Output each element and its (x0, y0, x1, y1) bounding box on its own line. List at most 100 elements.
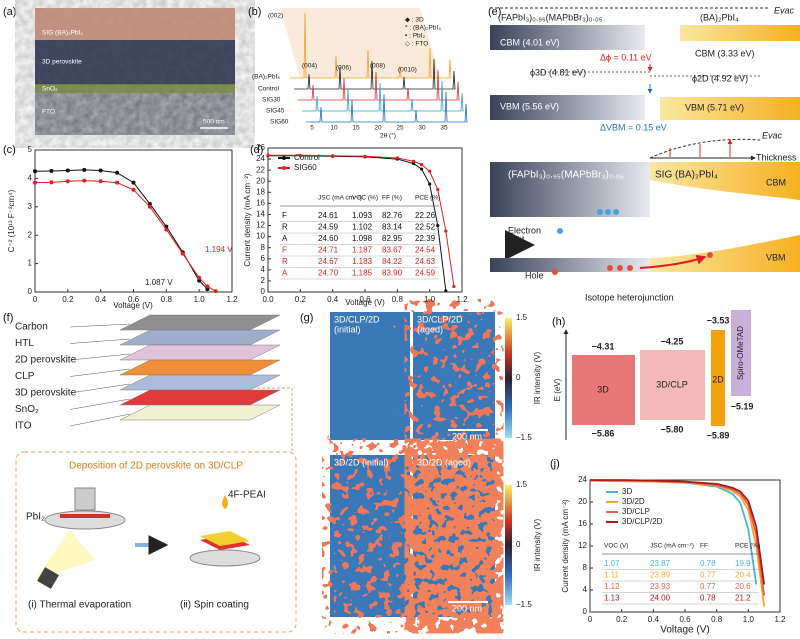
table-cell: 0.78 (700, 559, 716, 568)
sample-label: SIG60 (270, 119, 289, 126)
table-cell: 24.63 (415, 257, 436, 266)
y-axis-title: Current density (mA cm⁻²) (561, 499, 570, 592)
x-tick-label: 35 (440, 125, 448, 132)
legend-entry: ◆ : 3D (405, 17, 424, 24)
data-point (197, 278, 202, 283)
colorbar-title: IR intensity (V) (533, 351, 542, 404)
y-axis-title: Current density (mA cm⁻²) (243, 173, 252, 266)
layer-label: 3D perovskite (15, 388, 77, 399)
xrd-trace (290, 12, 452, 79)
sample-label: (BA)₂PbI₄ (252, 74, 280, 81)
arrows (669, 140, 730, 157)
series-line (589, 479, 758, 585)
legend-entry: • : PbI₂ (405, 33, 425, 40)
sem-layer (35, 8, 235, 40)
process-box (15, 451, 297, 633)
peak-label: (006) (336, 65, 351, 72)
data-point (419, 167, 424, 171)
table-cell: 83.90 (382, 269, 403, 278)
hole (707, 252, 713, 258)
level-box (711, 330, 725, 426)
data-point (197, 275, 202, 280)
table-cell: 1.098 (352, 234, 373, 243)
table-cell: 24.54 (415, 246, 436, 255)
level-box (572, 355, 635, 425)
level-label: −4.25 (661, 336, 684, 346)
ir-spots (330, 455, 410, 617)
hole (617, 265, 623, 271)
sem-layer (35, 40, 235, 85)
colorbar (505, 318, 512, 438)
electron (597, 209, 603, 215)
layer (119, 374, 281, 391)
hole (627, 265, 633, 271)
table-cell: 21.2 (735, 594, 751, 603)
y-tick-label: 5 (28, 145, 33, 154)
table-cell: 24.59 (318, 223, 339, 232)
level-label: −4.31 (592, 341, 615, 351)
table-cell: A (282, 234, 288, 243)
colorbar-tick: 1.5 (516, 480, 528, 489)
caption: Isotope heterojunction (585, 292, 674, 302)
map-label: 3D/CLP/2D (417, 314, 463, 324)
band-label: VBM (5.71 eV) (685, 102, 744, 112)
data-point (65, 168, 70, 173)
spin-stage (189, 549, 261, 567)
crucible (37, 567, 59, 589)
data-point (213, 289, 218, 294)
x-tick-label: 0.8 (161, 295, 173, 304)
level-box (640, 350, 705, 420)
y-tick-label: 12 (578, 541, 587, 550)
table-cell: 23.93 (650, 582, 671, 591)
panel-label: (j) (550, 458, 560, 470)
series-line (34, 180, 216, 292)
y-tick-label: 16 (578, 519, 587, 528)
cbm-band (650, 162, 800, 200)
y-tick-label: 26 (256, 143, 265, 152)
xrd-trace (306, 91, 468, 123)
layer (119, 359, 281, 376)
y-axis-title: C⁻² (10¹³ F⁻²cm⁴) (7, 189, 16, 252)
y-tick-label: 0 (261, 287, 266, 296)
vapor (35, 530, 95, 580)
level-label: −3.53 (707, 315, 730, 325)
band-label: CBM (4.01 eV) (500, 37, 560, 47)
legend-marker (282, 156, 286, 160)
table-cell: 24.71 (318, 246, 339, 255)
data-point (98, 179, 103, 184)
y-tick-label: 22 (256, 165, 265, 174)
material: (FAPbI₃)₀.₉₅(MAPbBr₃)₀.₀₅ (498, 12, 603, 22)
x-tick-label: 0.2 (295, 295, 307, 304)
table-cell: 22.52 (415, 223, 436, 232)
data-point (452, 284, 456, 289)
data-point (395, 156, 399, 160)
level-label: −5.86 (592, 428, 615, 438)
layer-label: HTL (15, 338, 34, 349)
layer-label: SnO₂ (42, 86, 58, 93)
y-axis-title: E (eV) (553, 378, 562, 401)
material: SIG (BA)₂PbI₄ (655, 170, 718, 181)
axis-label: Thickness (756, 152, 797, 162)
data-point (131, 187, 136, 192)
panel-g: (g) 3D/CLP/2D(initial)3D/CLP/2D(aged)3D/… (300, 312, 542, 617)
data-point (82, 167, 87, 172)
table-cell: 24.00 (650, 594, 671, 603)
layer (119, 314, 281, 331)
scale-label: 200 nm (452, 431, 482, 441)
level-label: −5.19 (731, 401, 754, 411)
data-point (436, 187, 440, 192)
evac-label: Evac (762, 130, 783, 140)
data-point (82, 178, 87, 183)
box-label: 3D/CLP (656, 379, 688, 389)
table-cell: 1.185 (352, 269, 373, 278)
data-point (444, 229, 448, 233)
x-tick-label: 0.4 (327, 295, 339, 304)
peak-label: (0010) (398, 67, 417, 74)
table-cell: F (282, 211, 287, 220)
table-cell: F (282, 246, 287, 255)
table-cell: 22.26 (415, 211, 436, 220)
map-label: 3D/CLP/2D (334, 314, 380, 324)
table-cell: 82.95 (382, 234, 403, 243)
film (200, 531, 250, 546)
band-label: VBM (5.56 eV) (500, 101, 559, 111)
